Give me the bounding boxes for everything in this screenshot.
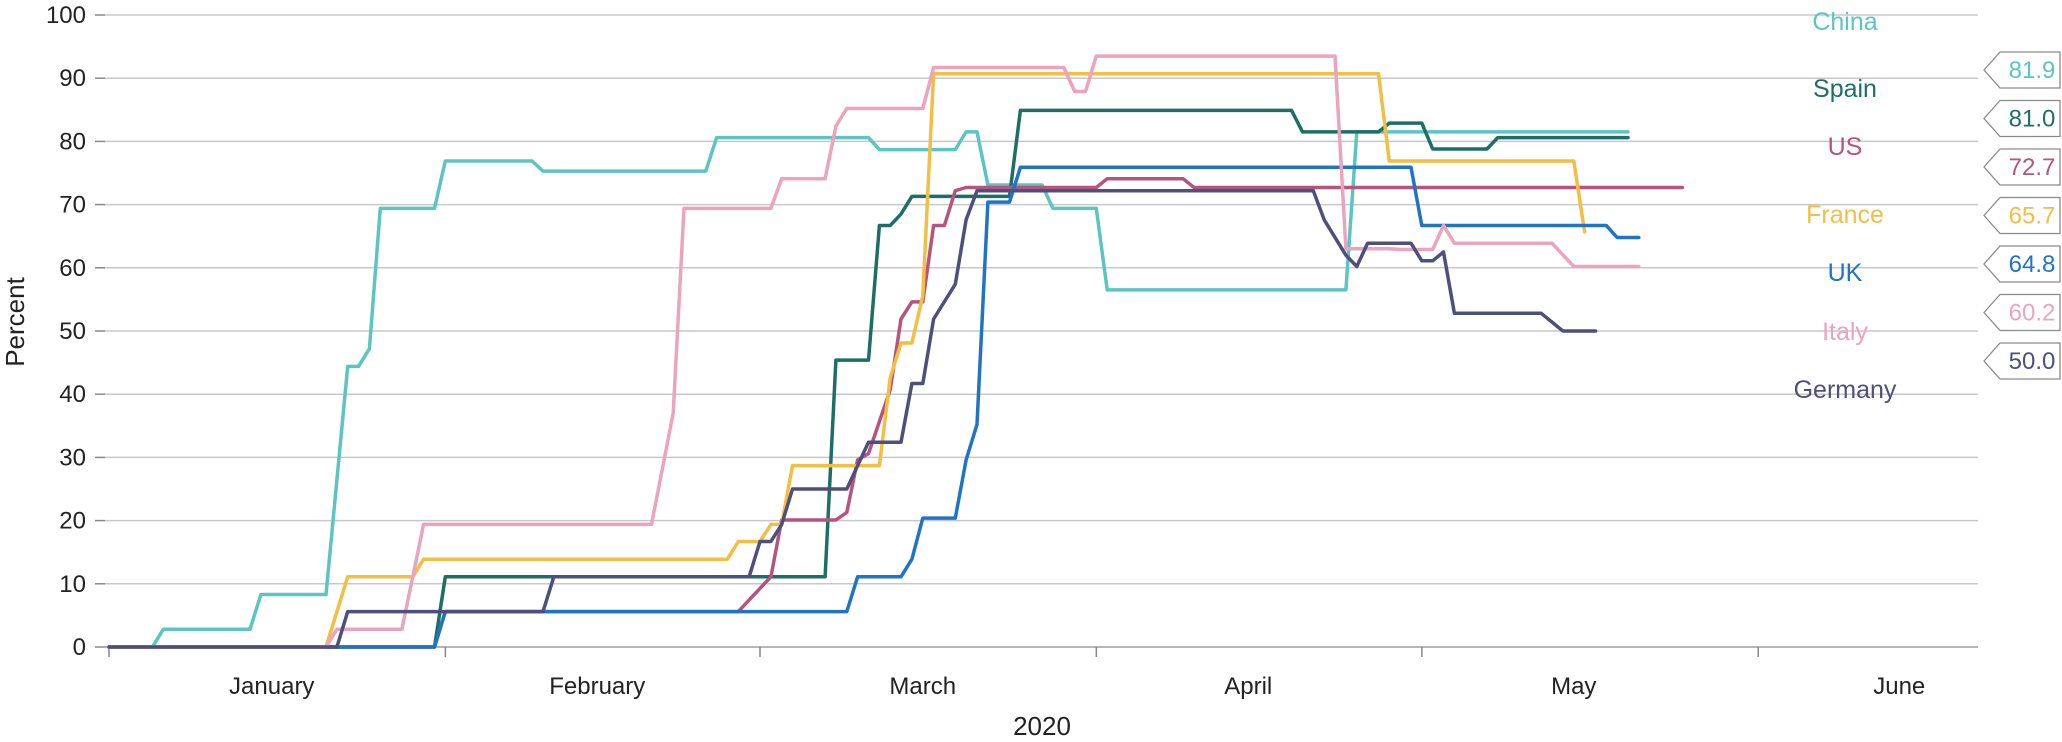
legend-label-china: China xyxy=(1812,8,1877,36)
y-axis-title: Percent xyxy=(0,276,30,366)
y-tick-label: 40 xyxy=(59,381,86,408)
y-tick-label: 50 xyxy=(59,318,86,345)
y-tick-label: 80 xyxy=(59,128,86,155)
x-tick-label: March xyxy=(889,673,956,700)
x-axis: January February March April May June xyxy=(105,646,1978,700)
end-value-us: 72.7 xyxy=(2009,154,2056,181)
legend-label-spain: Spain xyxy=(1813,75,1877,103)
end-value-box xyxy=(1983,342,2061,380)
end-value-box xyxy=(1983,245,2061,283)
legend-label-italy: Italy xyxy=(1822,318,1868,346)
series-line-spain xyxy=(107,108,1630,649)
x-tick-label: April xyxy=(1224,673,1272,700)
y-axis: 0 10 20 30 40 50 60 70 80 90 100 xyxy=(46,2,105,661)
y-tick-label: 60 xyxy=(59,255,86,282)
gridlines xyxy=(105,14,1978,648)
legend-label-us: US xyxy=(1828,133,1863,161)
series-line-france xyxy=(107,72,1587,649)
x-tick-label: June xyxy=(1873,673,1925,700)
series-labels: China Spain US France UK Italy Germany xyxy=(1794,8,1897,404)
end-value-box xyxy=(1983,51,2061,89)
end-value-germany: 50.0 xyxy=(2009,348,2056,375)
y-tick-label: 20 xyxy=(59,508,86,535)
x-tick-label: February xyxy=(549,673,645,700)
series-line-germany xyxy=(107,188,1598,649)
series-lines xyxy=(107,54,1685,649)
y-tick-label: 10 xyxy=(59,571,86,598)
x-axis-title: 2020 xyxy=(1013,711,1071,741)
legend-label-france: France xyxy=(1806,201,1884,229)
end-value-italy: 60.2 xyxy=(2009,300,2056,327)
legend-label-uk: UK xyxy=(1828,259,1863,287)
x-tick-label: January xyxy=(229,673,314,700)
series-line-italy xyxy=(107,54,1641,649)
end-value-uk: 64.8 xyxy=(2009,251,2056,278)
y-tick-label: 70 xyxy=(59,192,86,219)
series-line-china xyxy=(107,130,1630,649)
end-value-box xyxy=(1983,99,2061,138)
series-line-uk xyxy=(107,165,1641,649)
end-value-spain: 81.0 xyxy=(2009,106,2056,133)
end-value-box xyxy=(1983,293,2061,332)
end-value-france: 65.7 xyxy=(2009,203,2056,230)
y-tick-label: 30 xyxy=(59,444,86,471)
end-value-box xyxy=(1983,148,2061,186)
y-tick-label: 90 xyxy=(59,65,86,92)
end-value-box xyxy=(1983,196,2061,235)
y-tick-label: 0 xyxy=(73,634,86,661)
series-line-us xyxy=(107,176,1685,649)
y-tick-label: 100 xyxy=(46,2,86,29)
end-value-labels: 81.9 81.0 72.7 65.7 64.8 60.2 50.0 xyxy=(1983,51,2061,380)
end-value-china: 81.9 xyxy=(2009,57,2056,84)
x-tick-label: May xyxy=(1551,673,1596,700)
legend-label-germany: Germany xyxy=(1794,376,1897,404)
